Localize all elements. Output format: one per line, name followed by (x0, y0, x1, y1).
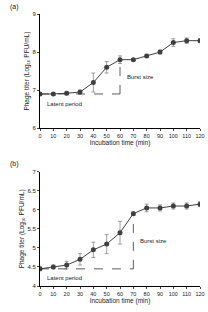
svg-text:7: 7 (32, 169, 36, 175)
svg-text:0: 0 (38, 291, 41, 297)
svg-text:9: 9 (32, 11, 36, 17)
svg-text:Burst size: Burst size (127, 74, 154, 80)
svg-text:Phage titer (Log₁₀ PFU/mL): Phage titer (Log₁₀ PFU/mL) (23, 32, 31, 111)
svg-text:110: 110 (182, 291, 191, 297)
svg-text:90: 90 (157, 133, 163, 139)
svg-text:(b): (b) (10, 160, 19, 168)
svg-text:Latent period: Latent period (47, 101, 82, 107)
svg-text:120: 120 (195, 291, 204, 297)
svg-text:30: 30 (77, 133, 83, 139)
svg-text:10: 10 (50, 291, 56, 297)
svg-text:50: 50 (104, 291, 110, 297)
svg-text:60: 60 (117, 133, 123, 139)
svg-text:30: 30 (77, 291, 83, 297)
svg-text:0: 0 (38, 133, 41, 139)
svg-text:90: 90 (157, 291, 163, 297)
svg-text:6: 6 (32, 207, 36, 213)
svg-text:6.5: 6.5 (27, 188, 36, 194)
svg-text:120: 120 (195, 133, 204, 139)
svg-text:80: 80 (144, 133, 150, 139)
svg-text:(a): (a) (10, 3, 19, 11)
svg-text:4: 4 (32, 283, 36, 289)
svg-text:40: 40 (90, 133, 96, 139)
svg-text:4.5: 4.5 (27, 264, 36, 270)
svg-text:80: 80 (144, 291, 150, 297)
svg-text:110: 110 (182, 133, 191, 139)
svg-text:20: 20 (64, 291, 70, 297)
svg-text:40: 40 (90, 291, 96, 297)
svg-text:100: 100 (169, 133, 178, 139)
svg-text:20: 20 (64, 133, 70, 139)
svg-text:60: 60 (117, 291, 123, 297)
svg-text:Latent period: Latent period (47, 275, 82, 281)
svg-text:5: 5 (32, 245, 36, 251)
svg-text:7: 7 (32, 87, 36, 93)
svg-text:Incubation time (min): Incubation time (min) (90, 297, 151, 305)
svg-text:8: 8 (32, 49, 36, 55)
svg-text:100: 100 (169, 291, 178, 297)
svg-text:Phage titer (Log₁₀ PFU/mL): Phage titer (Log₁₀ PFU/mL) (18, 189, 26, 268)
svg-text:50: 50 (104, 133, 110, 139)
svg-text:Burst size: Burst size (140, 238, 167, 244)
svg-text:70: 70 (130, 291, 136, 297)
svg-text:5.5: 5.5 (27, 226, 36, 232)
svg-text:10: 10 (50, 133, 56, 139)
svg-text:70: 70 (130, 133, 136, 139)
svg-text:Incubation time (min): Incubation time (min) (90, 139, 151, 147)
svg-text:6: 6 (32, 125, 36, 131)
